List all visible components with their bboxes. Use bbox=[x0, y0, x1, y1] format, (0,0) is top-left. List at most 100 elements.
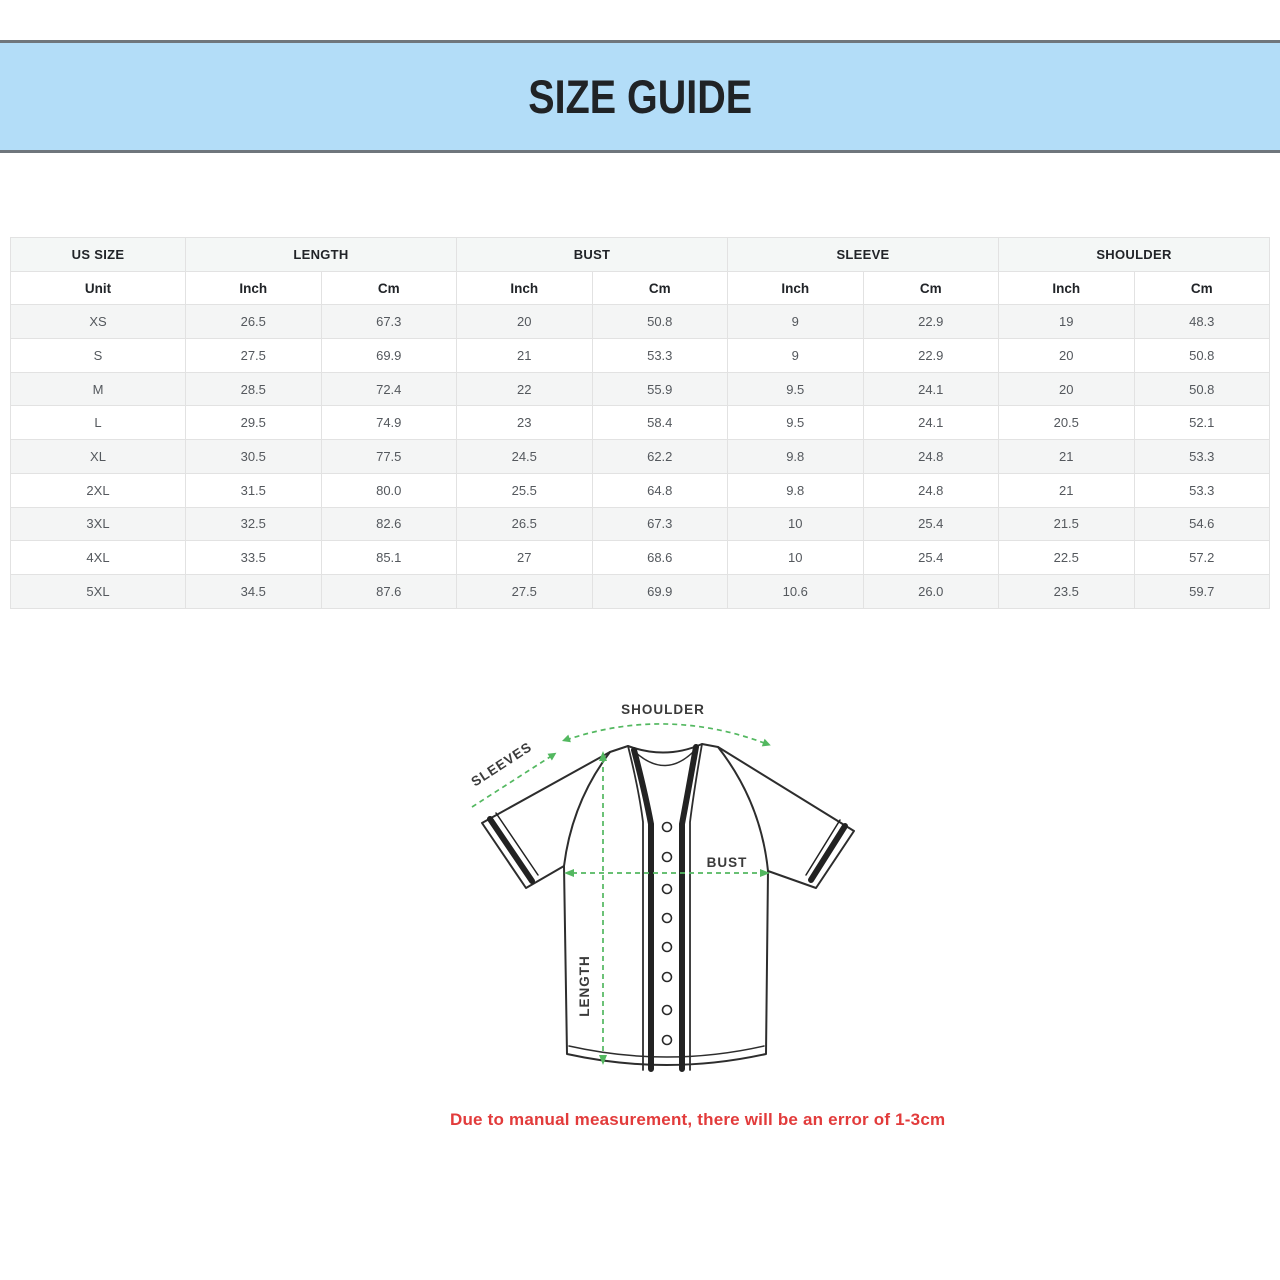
measurement-cell: 74.9 bbox=[320, 405, 457, 441]
shoulder-label: SHOULDER bbox=[621, 702, 705, 717]
jersey-measurement-diagram: SHOULDER SLEEVES BUST LENGTH Due to manu… bbox=[450, 690, 946, 1130]
measurement-cell: 59.7 bbox=[1133, 573, 1270, 609]
measurement-lines bbox=[471, 723, 768, 1058]
measurement-cell: 9.8 bbox=[727, 472, 864, 508]
measurement-cell: 57.2 bbox=[1133, 540, 1270, 575]
measurement-cell: 52.1 bbox=[1133, 405, 1270, 441]
unit-cell: Inch bbox=[456, 270, 593, 306]
measurement-cell: 53.3 bbox=[1133, 439, 1270, 474]
measurement-cell: 22 bbox=[456, 371, 593, 407]
measurement-disclaimer: Due to manual measurement, there will be… bbox=[450, 1110, 946, 1129]
measurement-cell: 50.8 bbox=[591, 304, 728, 340]
measurement-cell: 29.5 bbox=[185, 405, 322, 441]
measurement-cell: 27.5 bbox=[185, 338, 322, 373]
unit-cell: Cm bbox=[591, 270, 728, 306]
measurement-cell: 10.6 bbox=[727, 573, 864, 609]
column-group-us-size: US SIZE bbox=[10, 237, 186, 272]
column-group-length: LENGTH bbox=[185, 237, 457, 272]
measurement-cell: 54.6 bbox=[1133, 506, 1270, 542]
measurement-cell: 85.1 bbox=[320, 540, 457, 575]
measurement-cell: 32.5 bbox=[185, 506, 322, 542]
measurement-cell: 9.8 bbox=[727, 439, 864, 474]
measurement-cell: 69.9 bbox=[320, 338, 457, 373]
unit-cell: Cm bbox=[1133, 270, 1270, 306]
measurement-cell: 72.4 bbox=[320, 371, 457, 407]
measurement-cell: 53.3 bbox=[1133, 472, 1270, 508]
size-row-m: M 28.5 72.4 22 55.9 9.5 24.1 20 50.8 bbox=[10, 371, 1270, 407]
measurement-cell: 48.3 bbox=[1133, 304, 1270, 340]
placket-trim-right bbox=[679, 744, 699, 1072]
size-table: US SIZE LENGTH BUST SLEEVE SHOULDER Unit Inch… bbox=[10, 237, 1270, 609]
length-label: LENGTH bbox=[577, 955, 592, 1017]
size-guide-banner: SIZE GUIDE bbox=[0, 40, 1280, 153]
size-label: 4XL bbox=[10, 540, 186, 575]
measurement-cell: 20.5 bbox=[998, 405, 1135, 441]
measurement-cell: 20 bbox=[998, 371, 1135, 407]
measurement-cell: 82.6 bbox=[320, 506, 457, 542]
measurement-cell: 53.3 bbox=[591, 338, 728, 373]
jersey-outline bbox=[481, 743, 855, 1066]
placket-trim-left bbox=[631, 747, 654, 1072]
jersey-diagram-svg: SHOULDER SLEEVES BUST LENGTH bbox=[468, 702, 855, 1072]
measurement-cell: 20 bbox=[456, 304, 593, 340]
unit-cell: Cm bbox=[862, 270, 999, 306]
measurement-cell: 50.8 bbox=[1133, 371, 1270, 407]
size-row-5xl: 5XL 34.5 87.6 27.5 69.9 10.6 26.0 23.5 59.7 bbox=[10, 573, 1270, 609]
measurement-cell: 26.0 bbox=[862, 573, 999, 609]
measurement-cell: 10 bbox=[727, 506, 864, 542]
measurement-cell: 27 bbox=[456, 540, 593, 575]
right-cuff-trim bbox=[808, 823, 848, 883]
unit-row-label: Unit bbox=[10, 270, 186, 306]
measurement-cell: 24.1 bbox=[862, 371, 999, 407]
size-label: M bbox=[10, 371, 186, 407]
size-table-container: US SIZE LENGTH BUST SLEEVE SHOULDER Unit Inch… bbox=[10, 237, 1270, 609]
unit-cell: Inch bbox=[185, 270, 322, 306]
size-row-2xl: 2XL 31.5 80.0 25.5 64.8 9.8 24.8 21 53.3 bbox=[10, 472, 1270, 508]
size-label: XL bbox=[10, 439, 186, 474]
placket-left-edge bbox=[627, 745, 644, 1071]
jersey-buttons bbox=[661, 821, 673, 1046]
measurement-cell: 34.5 bbox=[185, 573, 322, 609]
measurement-cell: 21 bbox=[456, 338, 593, 373]
measurement-cell: 31.5 bbox=[185, 472, 322, 508]
unit-cell: Inch bbox=[727, 270, 864, 306]
size-row-3xl: 3XL 32.5 82.6 26.5 67.3 10 25.4 21.5 54.6 bbox=[10, 506, 1270, 542]
page-title: SIZE GUIDE bbox=[528, 70, 752, 123]
bust-label: BUST bbox=[707, 855, 748, 870]
measurement-cell: 26.5 bbox=[185, 304, 322, 340]
measurement-cell: 25.5 bbox=[456, 472, 593, 508]
unit-header-row: Unit Inch Cm Inch Cm Inch Cm Inch Cm bbox=[10, 270, 1270, 306]
left-cuff-trim bbox=[487, 816, 535, 884]
measurement-cell: 55.9 bbox=[591, 371, 728, 407]
column-group-bust: BUST bbox=[456, 237, 728, 272]
measurement-cell: 28.5 bbox=[185, 371, 322, 407]
measurement-cell: 77.5 bbox=[320, 439, 457, 474]
sleeves-arrow-line bbox=[471, 754, 554, 808]
unit-cell: Inch bbox=[998, 270, 1135, 306]
measurement-cell: 21 bbox=[998, 439, 1135, 474]
back-neck-seam bbox=[632, 747, 698, 767]
jersey-seams bbox=[563, 743, 769, 1071]
measurement-cell: 22.5 bbox=[998, 540, 1135, 575]
measurement-cell: 25.4 bbox=[862, 540, 999, 575]
size-row-xl: XL 30.5 77.5 24.5 62.2 9.8 24.8 21 53.3 bbox=[10, 439, 1270, 474]
measurement-cell: 20 bbox=[998, 338, 1135, 373]
size-row-4xl: 4XL 33.5 85.1 27 68.6 10 25.4 22.5 57.2 bbox=[10, 540, 1270, 575]
measurement-cell: 68.6 bbox=[591, 540, 728, 575]
measurement-cell: 25.4 bbox=[862, 506, 999, 542]
size-label: 2XL bbox=[10, 472, 186, 508]
measurement-cell: 69.9 bbox=[591, 573, 728, 609]
measurement-cell: 24.8 bbox=[862, 439, 999, 474]
measurement-cell: 21 bbox=[998, 472, 1135, 508]
measurement-cell: 62.2 bbox=[591, 439, 728, 474]
measurement-cell: 9.5 bbox=[727, 405, 864, 441]
size-row-xs: XS 26.5 67.3 20 50.8 9 22.9 19 48.3 bbox=[10, 304, 1270, 340]
size-row-s: S 27.5 69.9 21 53.3 9 22.9 20 50.8 bbox=[10, 338, 1270, 373]
size-row-l: L 29.5 74.9 23 58.4 9.5 24.1 20.5 52.1 bbox=[10, 405, 1270, 441]
measurement-cell: 30.5 bbox=[185, 439, 322, 474]
measurement-cell: 9 bbox=[727, 338, 864, 373]
measurement-cell: 26.5 bbox=[456, 506, 593, 542]
measurement-cell: 50.8 bbox=[1133, 338, 1270, 373]
measurement-cell: 24.1 bbox=[862, 405, 999, 441]
measurement-cell: 22.9 bbox=[862, 304, 999, 340]
